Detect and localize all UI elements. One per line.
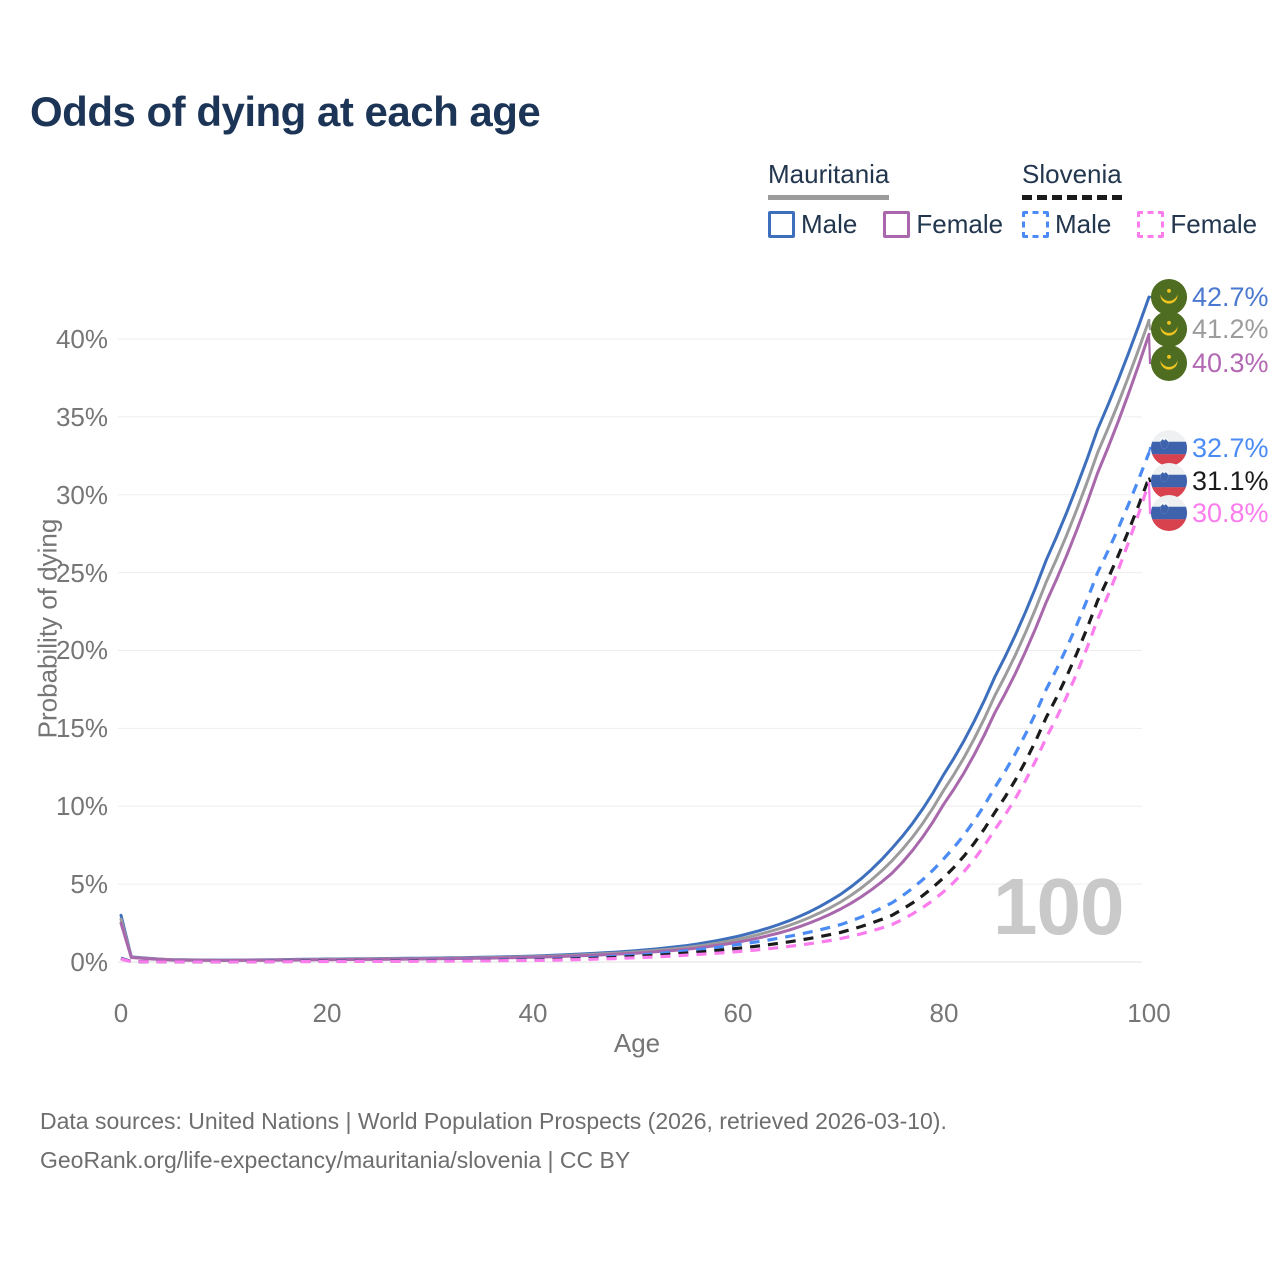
slovenia-female-label[interactable]: Female: [1170, 208, 1258, 239]
y-tick: 20%: [55, 635, 108, 665]
y-tick: 10%: [55, 791, 108, 821]
slovenia-male-label[interactable]: Male: [1055, 208, 1112, 239]
y-tick: 5%: [70, 869, 108, 899]
slovenia-female-swatch[interactable]: [1137, 210, 1165, 238]
y-tick: 25%: [55, 558, 108, 588]
legend-country-slovenia: Slovenia: [1022, 159, 1122, 200]
slovenia-flag-icon: [1150, 494, 1188, 532]
y-tick: 15%: [55, 713, 108, 743]
mauritania-flag-icon: [1150, 344, 1188, 382]
mauritania-flag-icon: [1150, 310, 1188, 348]
attribution-line: GeoRank.org/life-expectancy/mauritania/s…: [40, 1147, 631, 1173]
end-value: 42.7%: [1192, 281, 1269, 312]
legend-group-mauritania: Mauritania Male Female: [768, 159, 1029, 240]
x-tick: 100: [1127, 998, 1171, 1028]
mauritania-male-swatch[interactable]: [768, 210, 795, 238]
end-label-slovenia-male: 32.7%: [1150, 429, 1269, 467]
x-tick: 20: [312, 998, 342, 1028]
mauritania-female-swatch[interactable]: [883, 210, 911, 238]
end-value: 41.2%: [1192, 313, 1269, 344]
slovenia-male-swatch[interactable]: [1022, 210, 1049, 238]
slovenia-flag-icon: [1150, 462, 1188, 500]
page-title: Odds of dying at each age: [30, 88, 541, 135]
end-label-mauritania-female: 40.3%: [1150, 344, 1269, 382]
legend-group-slovenia: Slovenia Male Female: [1022, 159, 1280, 240]
end-value: 30.8%: [1192, 497, 1269, 528]
x-tick: 60: [723, 998, 753, 1028]
end-value: 31.1%: [1192, 465, 1269, 496]
watermark-age-100: 100: [993, 862, 1124, 951]
end-value: 32.7%: [1192, 432, 1269, 463]
y-tick: 40%: [55, 324, 108, 354]
slovenia-flag-icon: [1150, 429, 1188, 467]
end-label-slovenia-both: 31.1%: [1150, 462, 1269, 500]
y-tick: 35%: [55, 402, 108, 432]
legend-country-mauritania: Mauritania: [768, 159, 890, 200]
y-tick: 30%: [55, 480, 108, 510]
end-label-mauritania-both: 41.2%: [1150, 310, 1269, 348]
x-tick: 0: [113, 998, 129, 1028]
mauritania-female-label[interactable]: Female: [916, 208, 1004, 239]
mauritania-flag-icon: [1150, 278, 1188, 316]
end-value: 40.3%: [1192, 347, 1269, 378]
data-sources-line: Data sources: United Nations | World Pop…: [40, 1108, 947, 1134]
end-label-mauritania-male: 42.7%: [1150, 278, 1269, 316]
y-tick: 0%: [70, 947, 108, 977]
x-axis-title: Age: [613, 1028, 661, 1058]
y-axis-title: Probability of dying: [32, 518, 63, 739]
x-tick: 80: [929, 998, 959, 1028]
x-tick: 40: [518, 998, 548, 1028]
mauritania-male-label[interactable]: Male: [801, 208, 858, 239]
end-label-slovenia-female: 30.8%: [1150, 494, 1269, 532]
